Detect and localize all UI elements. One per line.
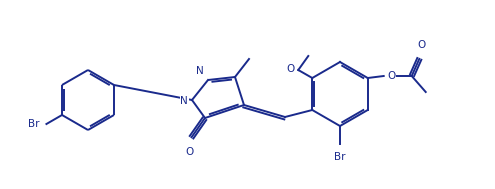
Text: O: O — [286, 64, 295, 74]
Text: O: O — [388, 71, 396, 81]
Text: Br: Br — [334, 152, 346, 162]
Text: O: O — [418, 40, 426, 50]
Text: O: O — [186, 147, 194, 157]
Text: N: N — [180, 96, 188, 106]
Text: N: N — [196, 66, 204, 76]
Text: Br: Br — [28, 119, 40, 129]
